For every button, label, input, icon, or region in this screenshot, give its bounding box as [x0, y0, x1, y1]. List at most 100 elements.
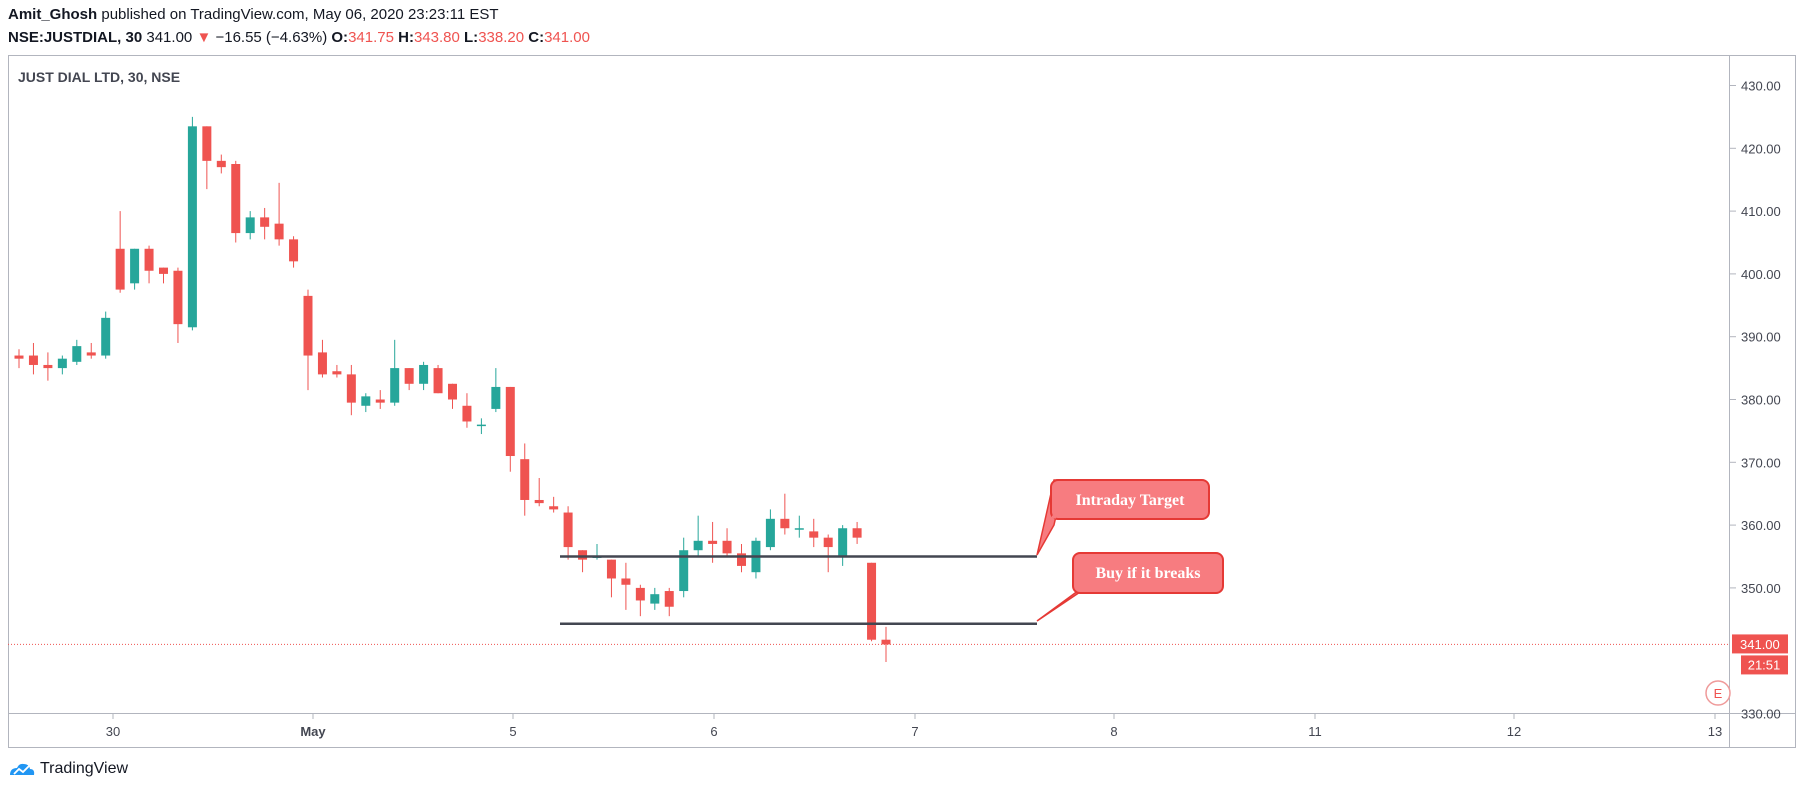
candle[interactable] [765, 509, 775, 551]
candle[interactable] [491, 368, 501, 413]
price-label: 380.00 [1741, 393, 1781, 408]
candle[interactable] [289, 236, 299, 268]
candle[interactable] [549, 496, 559, 513]
candle[interactable] [187, 116, 197, 331]
candle[interactable] [780, 493, 790, 535]
candle-body [202, 126, 212, 161]
price-axis[interactable]: 430.00 420.00 410.00 400.00 390.00 380.00 370.… [1730, 79, 1781, 722]
earnings-badge-letter: E [1714, 686, 1723, 701]
candle-body [289, 239, 299, 262]
callout-buy[interactable]: Buy if it breaks [1036, 552, 1224, 622]
candle[interactable] [159, 267, 168, 284]
candle-body [187, 126, 197, 328]
candle[interactable] [794, 515, 804, 538]
candle[interactable] [476, 418, 486, 435]
candle[interactable] [274, 182, 284, 246]
candle[interactable] [115, 211, 125, 293]
candle[interactable] [202, 126, 212, 190]
candle[interactable] [505, 386, 515, 472]
candle[interactable] [621, 562, 631, 610]
candle[interactable] [317, 339, 327, 378]
candle-body [765, 518, 775, 548]
candle[interactable] [448, 383, 457, 409]
candle[interactable] [751, 537, 761, 579]
candle[interactable] [809, 518, 819, 548]
publish-info: Amit_Ghosh published on TradingView.com,… [8, 6, 499, 24]
candle-body [216, 160, 226, 168]
candle-body [57, 358, 67, 369]
candle-body [115, 248, 125, 290]
earnings-badge[interactable]: E [1705, 680, 1731, 706]
close-value: 341.00 [544, 29, 590, 46]
candle[interactable] [173, 267, 183, 343]
candle[interactable] [245, 211, 255, 240]
candle[interactable] [375, 390, 385, 409]
price-label: 420.00 [1741, 141, 1781, 156]
candle[interactable] [216, 154, 226, 174]
time-axis[interactable]: 30 May 5 6 7 8 11 12 13 [106, 714, 1722, 739]
candle-body [303, 295, 313, 356]
price-label: 350.00 [1741, 581, 1781, 596]
last-price: 341.00 [146, 29, 193, 46]
price-label: 370.00 [1741, 455, 1781, 470]
candle[interactable] [72, 339, 82, 365]
candle-body [144, 248, 154, 271]
candle[interactable] [144, 245, 154, 284]
candle[interactable] [433, 364, 443, 394]
candle[interactable] [867, 562, 877, 642]
candle-body [809, 531, 819, 538]
tradingview-footer[interactable]: TradingView [8, 760, 128, 778]
candle[interactable] [57, 355, 67, 375]
candle[interactable] [390, 339, 400, 406]
candle[interactable] [737, 543, 746, 573]
candle[interactable] [563, 506, 573, 560]
candle[interactable] [606, 559, 616, 598]
callout-target[interactable]: Intraday Target [1036, 479, 1210, 556]
candle[interactable] [28, 342, 38, 375]
candle[interactable] [361, 393, 371, 413]
candle-body [693, 540, 703, 551]
candle[interactable] [693, 515, 703, 557]
candle[interactable] [722, 528, 732, 557]
candle[interactable] [101, 311, 111, 359]
candle[interactable] [43, 352, 53, 381]
candle[interactable] [823, 534, 833, 573]
candle-body [563, 512, 573, 548]
candle[interactable] [404, 368, 414, 391]
author-name[interactable]: Amit_Ghosh [8, 6, 98, 23]
candle[interactable] [534, 478, 544, 507]
candle[interactable] [14, 349, 24, 369]
brand-name: TradingView [40, 760, 129, 777]
candle[interactable] [462, 393, 472, 428]
candle[interactable] [852, 521, 862, 544]
candle-body [852, 528, 862, 538]
tradingview-logo-icon [10, 763, 35, 775]
time-label: 6 [710, 724, 717, 739]
candle[interactable] [231, 160, 241, 243]
price-label: 400.00 [1741, 267, 1781, 282]
candle-body [823, 537, 833, 548]
candle[interactable] [346, 364, 356, 416]
candle-body [173, 270, 183, 325]
candle[interactable] [332, 364, 342, 378]
candle[interactable] [881, 626, 891, 663]
candle-body [274, 223, 284, 240]
candle[interactable] [303, 289, 313, 391]
candle[interactable] [650, 587, 660, 610]
candle-body [881, 639, 891, 645]
candle[interactable] [260, 207, 270, 240]
candle[interactable] [419, 361, 429, 391]
candle[interactable] [664, 587, 674, 617]
candle[interactable] [86, 342, 96, 359]
candle[interactable] [635, 584, 645, 617]
candle[interactable] [578, 550, 588, 573]
candle[interactable] [838, 525, 848, 566]
candle[interactable] [520, 443, 530, 516]
candle[interactable] [130, 248, 140, 290]
candle[interactable] [679, 537, 689, 598]
low-label: L: [464, 29, 479, 46]
countdown-label: 21:51 [1748, 657, 1781, 672]
candle-body [505, 386, 515, 457]
candle-body [43, 364, 53, 369]
